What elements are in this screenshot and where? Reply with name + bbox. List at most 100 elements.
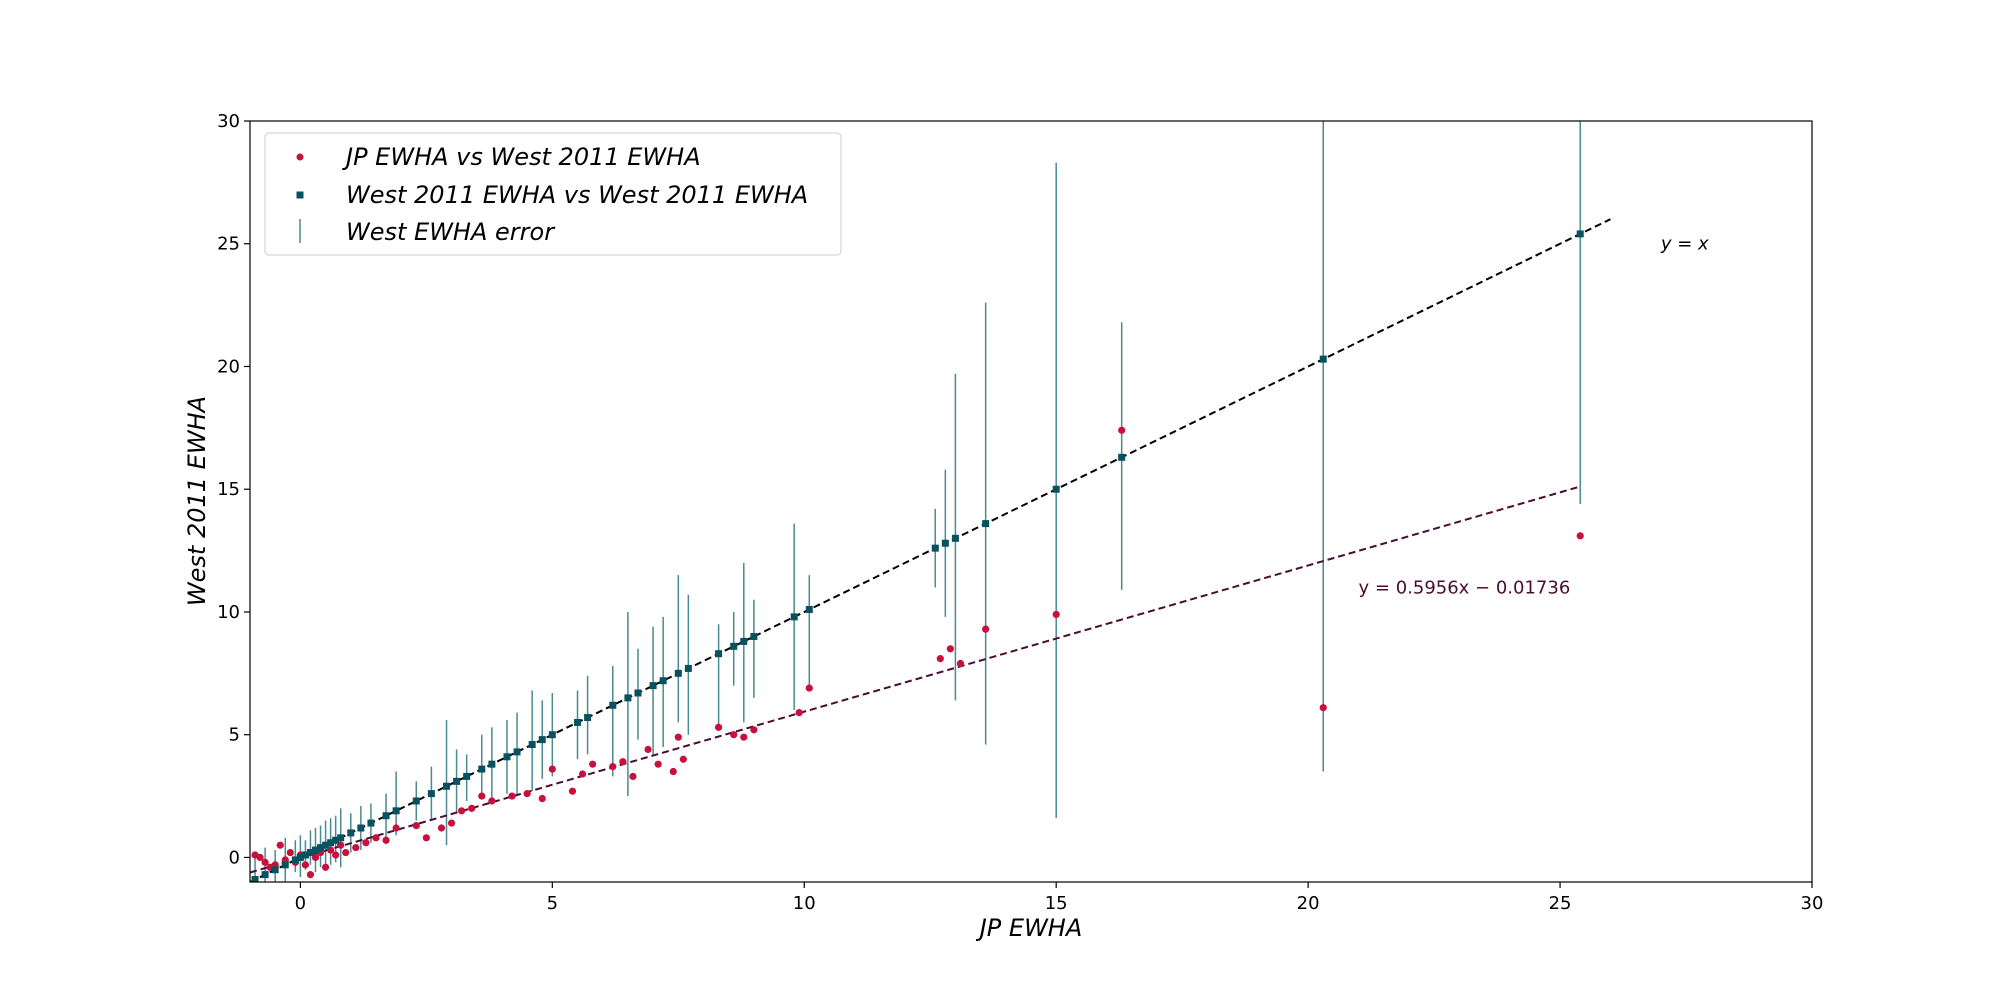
x-tick-label: 25 [1549,893,1572,914]
jp-point [392,824,400,832]
legend-label-error: West EWHA error [346,218,556,246]
jp-point [609,763,617,771]
west-point [684,664,692,672]
west-point [1576,230,1584,238]
west-point [427,790,435,798]
jp-point [321,863,330,871]
x-tick-label: 30 [1801,893,1824,914]
jp-point [669,767,677,776]
jp-point [956,659,965,668]
west-point [730,642,738,650]
west-point [463,772,471,780]
jp-point [508,792,516,800]
jp-point [1576,532,1584,540]
west-point [548,731,556,739]
legend-label-west: West 2011 EWHA vs West 2011 EWHA [346,181,808,209]
west-point [941,539,949,547]
west-point [327,839,335,847]
jp-point [488,797,496,805]
west-point [367,819,375,827]
jp-point [382,836,390,844]
west-point [478,765,486,773]
west-point [528,741,536,749]
west-point [634,689,642,697]
jp-point [679,755,687,763]
jp-point [805,684,813,692]
x-axis: 0 5 10 15 20 25 30 [295,882,1824,914]
west-point [982,520,990,528]
jp-point [342,848,350,857]
west-point [443,782,451,790]
jp-point [523,790,531,798]
x-axis-title: JP EWHA [976,914,1083,942]
jp-point [1052,610,1060,619]
west-point [296,853,304,861]
legend-label-jp: JP EWHA vs West 2011 EWHA [342,143,701,171]
jp-point [1118,426,1126,434]
y-tick-label: 30 [217,111,240,132]
west-point [659,677,667,685]
jp-point [654,760,662,768]
legend-box [264,132,842,256]
x-tick-label: 15 [1045,893,1068,914]
jp-point [352,844,360,852]
jp-point [644,745,652,754]
jp-point [256,853,264,862]
jp-point [458,807,466,815]
west-point [301,851,309,859]
west-point [392,807,400,815]
west-point [574,718,582,726]
jp-point [437,824,446,832]
west-point [317,844,325,852]
jp-point [578,770,587,778]
x-tick-label: 20 [1297,893,1320,914]
west-point [715,650,723,658]
west-point [337,834,345,842]
west-point [503,753,511,761]
west-point [488,760,496,768]
y-tick-label: 25 [217,234,240,255]
west-point [1319,355,1327,363]
x-tick-label: 10 [793,893,816,914]
jp-point [301,861,310,869]
west-point [790,613,798,621]
west-point [251,876,259,882]
west-point [281,861,289,869]
jp-point [795,709,803,717]
west-point [322,841,330,849]
jp-point [447,819,456,827]
legend: JP EWHA vs West 2011 EWHA West 2011 EWHA… [264,132,842,256]
jp-point [946,645,954,653]
jp-point [982,625,990,633]
jp-point [412,821,420,830]
west-point [805,606,813,614]
fit-line-annotation: y = 0.5956x − 0.01736 [1359,577,1571,598]
west-point [538,736,546,744]
west-point [750,633,758,641]
west-point [312,846,320,854]
west-point [306,849,314,857]
y-axis-title: West 2011 EWHA [183,396,211,606]
jp-point [468,804,476,812]
x-tick-label: 5 [547,893,558,914]
jp-point [629,772,637,781]
jp-point [286,848,294,857]
west-point [1052,485,1060,493]
jp-point [1319,704,1327,712]
jp-point [261,858,269,866]
jp-point [715,723,723,731]
x-tick-label: 0 [295,893,306,914]
west-point [291,856,299,864]
y-tick-label: 0 [229,847,240,868]
legend-marker-jp [296,153,304,161]
y-tick-label: 15 [217,479,240,500]
y-tick-label: 10 [217,602,240,623]
jp-point [332,851,340,859]
plot-area [250,121,1611,882]
west-point [271,866,279,874]
west-point [674,669,682,677]
west-point [584,714,592,722]
jp-point [619,758,627,766]
y-tick-label: 5 [229,725,240,746]
